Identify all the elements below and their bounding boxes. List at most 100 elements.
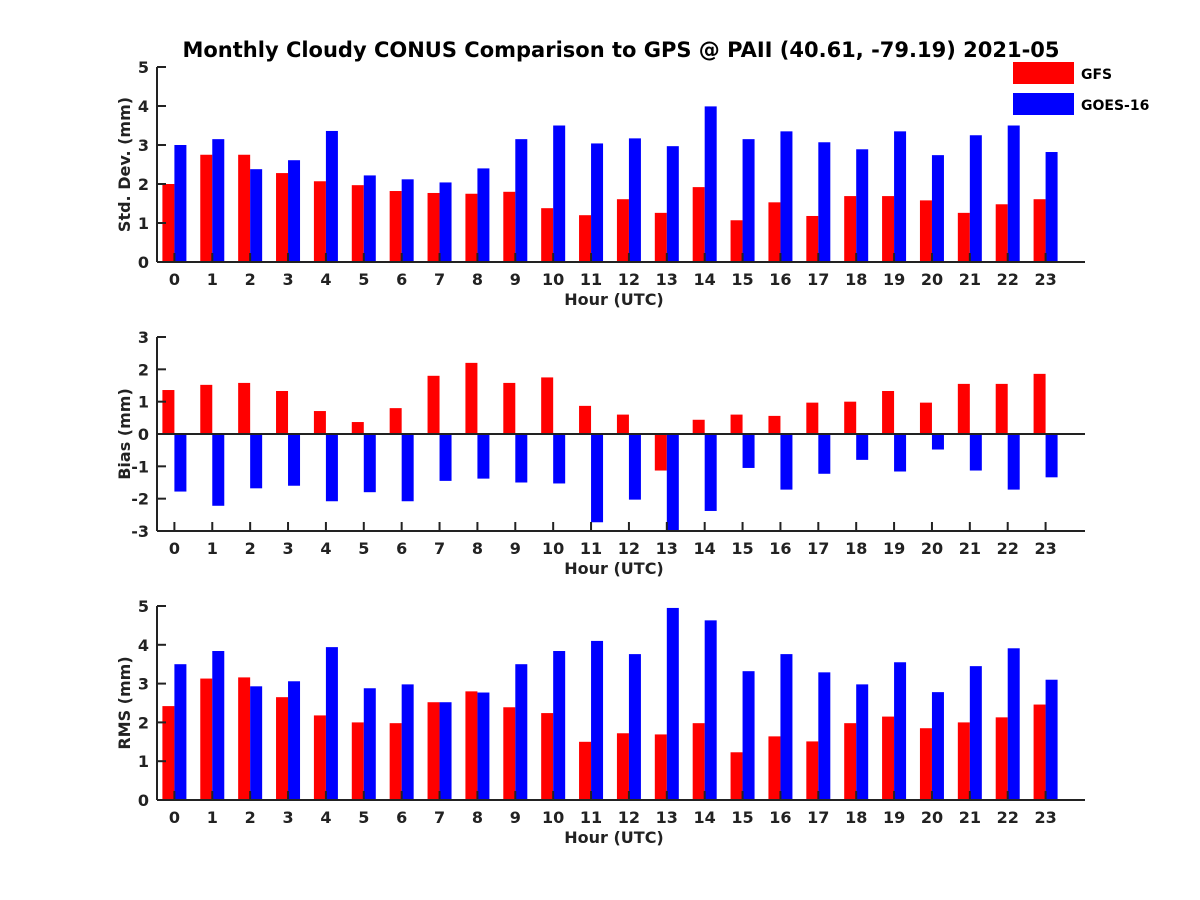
x-tick-label: 13: [656, 539, 678, 558]
y-axis-label: Std. Dev. (mm): [115, 97, 134, 232]
legend-swatch-goes-16: [1013, 93, 1074, 115]
bar-gfs-12: [616, 199, 629, 262]
bar-goes-16-10: [553, 651, 566, 800]
bar-goes-16-23: [1045, 434, 1058, 478]
bar-goes-16-21: [969, 135, 982, 262]
bar-gfs-3: [276, 390, 289, 434]
x-tick-label: 0: [169, 539, 180, 558]
bar-goes-16-9: [515, 434, 528, 483]
bar-gfs-1: [200, 154, 213, 262]
bar-goes-16-9: [515, 664, 528, 800]
y-tick-label: -2: [131, 490, 149, 509]
bar-gfs-13: [654, 212, 667, 262]
x-axis-label: Hour (UTC): [564, 559, 664, 578]
x-tick-label: 17: [807, 808, 829, 827]
bar-goes-16-15: [742, 434, 755, 468]
x-tick-label: 3: [282, 539, 293, 558]
x-tick-label: 6: [396, 270, 407, 289]
x-axis-label: Hour (UTC): [564, 290, 664, 309]
bar-gfs-2: [238, 154, 251, 262]
bar-goes-16-3: [288, 434, 301, 486]
bar-gfs-22: [995, 383, 1008, 434]
bar-goes-16-5: [363, 175, 376, 262]
x-tick-label: 19: [883, 270, 905, 289]
bar-gfs-22: [995, 717, 1008, 800]
bar-goes-16-3: [288, 160, 301, 262]
x-tick-label: 8: [472, 808, 483, 827]
x-tick-label: 9: [510, 808, 521, 827]
bar-gfs-5: [351, 185, 364, 262]
bar-goes-16-19: [894, 434, 907, 472]
bar-gfs-21: [957, 722, 970, 800]
x-tick-label: 14: [694, 539, 716, 558]
x-tick-label: 16: [769, 270, 791, 289]
bar-gfs-12: [616, 414, 629, 434]
x-tick-label: 10: [542, 808, 564, 827]
bar-gfs-10: [541, 208, 554, 262]
bar-gfs-1: [200, 678, 213, 800]
legend-swatch-gfs: [1013, 62, 1074, 84]
x-tick-label: 23: [1034, 808, 1056, 827]
bar-gfs-19: [882, 716, 895, 800]
bar-gfs-0: [162, 390, 175, 434]
y-tick-label: 3: [138, 136, 149, 155]
bar-goes-16-2: [250, 686, 263, 800]
bar-gfs-5: [351, 722, 364, 800]
y-tick-label: 4: [138, 97, 149, 116]
bar-goes-16-8: [477, 692, 490, 800]
x-tick-label: 5: [358, 539, 369, 558]
bar-gfs-21: [957, 383, 970, 434]
bar-gfs-0: [162, 184, 175, 262]
bar-goes-16-14: [704, 620, 717, 800]
bar-gfs-18: [844, 723, 857, 800]
bar-goes-16-12: [628, 138, 641, 262]
x-tick-label: 13: [656, 270, 678, 289]
y-tick-label: 2: [138, 360, 149, 379]
bar-goes-16-4: [325, 647, 338, 800]
x-tick-label: 1: [207, 539, 218, 558]
x-tick-label: 22: [997, 539, 1019, 558]
x-tick-label: 9: [510, 539, 521, 558]
bar-gfs-7: [427, 702, 440, 800]
bar-goes-16-0: [174, 145, 187, 262]
x-tick-label: 14: [694, 270, 716, 289]
bar-goes-16-8: [477, 168, 490, 262]
bar-goes-16-5: [363, 688, 376, 800]
bar-goes-16-1: [212, 651, 225, 800]
bar-goes-16-21: [969, 434, 982, 471]
legend-label-gfs: GFS: [1081, 67, 1112, 83]
bar-goes-16-23: [1045, 679, 1058, 800]
bar-gfs-0: [162, 706, 175, 800]
bar-goes-16-23: [1045, 152, 1058, 262]
x-tick-label: 12: [618, 539, 640, 558]
bar-gfs-3: [276, 173, 289, 262]
x-tick-label: 21: [959, 808, 981, 827]
x-tick-label: 10: [542, 539, 564, 558]
bar-goes-16-1: [212, 139, 225, 262]
x-tick-label: 17: [807, 270, 829, 289]
bar-gfs-13: [654, 434, 667, 471]
bar-goes-16-18: [856, 434, 869, 460]
x-tick-label: 3: [282, 270, 293, 289]
bar-gfs-2: [238, 382, 251, 434]
bar-goes-16-4: [325, 130, 338, 262]
bar-goes-16-22: [1007, 125, 1020, 262]
bar-gfs-23: [1033, 199, 1046, 262]
bar-gfs-20: [919, 728, 932, 800]
bar-gfs-18: [844, 401, 857, 434]
bar-goes-16-16: [780, 131, 793, 262]
bar-goes-16-17: [818, 142, 831, 262]
x-tick-label: 20: [921, 808, 943, 827]
bar-goes-16-2: [250, 434, 263, 489]
bar-goes-16-7: [439, 182, 452, 262]
y-tick-label: 1: [138, 752, 149, 771]
bar-goes-16-11: [591, 640, 604, 800]
bar-gfs-9: [503, 191, 516, 262]
x-tick-label: 15: [731, 808, 753, 827]
x-tick-label: 6: [396, 808, 407, 827]
bar-goes-16-5: [363, 434, 376, 493]
y-tick-label: -1: [131, 457, 149, 476]
bar-goes-16-10: [553, 434, 566, 484]
